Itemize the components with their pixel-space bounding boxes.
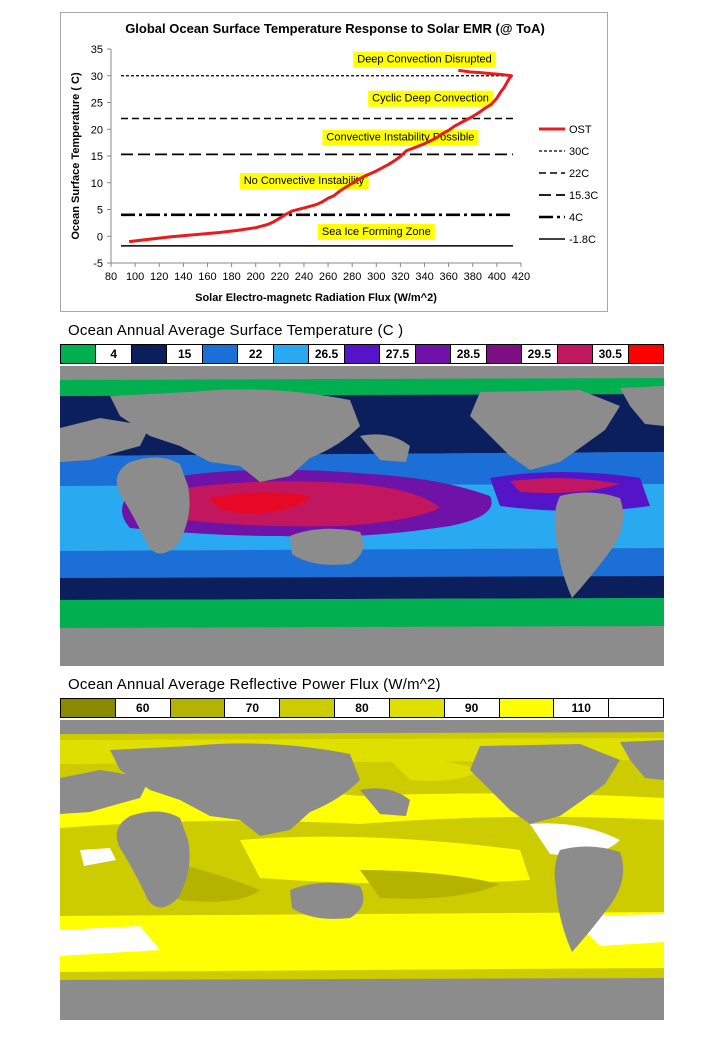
temperature-response-chart: Global Ocean Surface Temperature Respons… (60, 12, 608, 312)
x-tick-label: 420 (512, 271, 530, 283)
x-tick-label: 200 (247, 271, 265, 283)
zone-annotation-bg (322, 129, 479, 146)
flux-legend-label: 70 (225, 699, 281, 717)
zone-annotation-bg (353, 51, 496, 68)
x-tick-label: 400 (488, 271, 506, 283)
y-axis-title: Ocean Surface Temperature ( C) (70, 72, 82, 240)
x-tick-label: 80 (105, 271, 117, 283)
temp-map (60, 366, 664, 666)
legend-label: 30C (569, 146, 589, 158)
flux-map-image (60, 720, 664, 1020)
x-tick-label: 380 (464, 271, 482, 283)
temp-legend-swatch (344, 345, 381, 363)
zone-annotation: Deep Convection Disrupted (357, 54, 492, 66)
zone-annotation-bg (368, 90, 493, 107)
x-tick-label: 100 (126, 271, 144, 283)
temp-legend-label: 29.5 (522, 345, 558, 363)
flux-map-legend: 60 70 80 90 110 (60, 698, 664, 718)
flux-legend-label: 60 (115, 699, 171, 717)
flux-legend-swatch (280, 699, 336, 717)
y-tick-label: -5 (93, 258, 103, 270)
y-tick-label: 15 (91, 151, 103, 163)
zone-annotation: Sea Ice Forming Zone (322, 226, 431, 238)
zone-annotation-bg (239, 173, 369, 190)
y-tick-label: 0 (97, 231, 103, 243)
flux-legend-label: 90 (444, 699, 500, 717)
y-tick-label: 25 (91, 98, 103, 110)
temp-legend-swatch (628, 345, 663, 363)
flux-legend-swatch (609, 699, 663, 717)
x-tick-label: 120 (150, 271, 168, 283)
y-tick-label: 5 (97, 205, 103, 217)
temp-legend-label: 28.5 (451, 345, 487, 363)
x-tick-label: 140 (174, 271, 192, 283)
y-tick-label: 35 (91, 44, 103, 56)
temp-legend-swatch (415, 345, 452, 363)
temp-legend-swatch (557, 345, 594, 363)
temp-legend-swatch (61, 345, 97, 363)
y-tick-label: 20 (91, 124, 103, 136)
temp-legend-label: 4 (96, 345, 132, 363)
temp-legend-label: 15 (167, 345, 203, 363)
legend-label: -1.8C (569, 234, 596, 246)
x-axis-title: Solar Electro-magnetc Radiation Flux (W/… (195, 292, 437, 304)
temp-legend-swatch (131, 345, 168, 363)
temp-map-legend: 4 15 22 26.5 27.5 28.5 29.5 30.5 (60, 344, 664, 364)
ost-series-line (128, 68, 513, 244)
flux-legend-label: 110 (554, 699, 610, 717)
x-tick-label: 240 (295, 271, 313, 283)
flux-legend-swatch (170, 699, 226, 717)
temp-legend-swatch (273, 345, 310, 363)
flux-legend-swatch (389, 699, 445, 717)
x-tick-label: 220 (271, 271, 289, 283)
x-tick-label: 180 (222, 271, 240, 283)
x-tick-label: 320 (391, 271, 409, 283)
x-tick-label: 340 (415, 271, 433, 283)
y-tick-label: 10 (91, 178, 103, 190)
y-tick-label: 30 (91, 71, 103, 83)
temp-map-title: Ocean Annual Average Surface Temperature… (68, 322, 404, 339)
x-tick-label: 360 (439, 271, 457, 283)
flux-legend-swatch (499, 699, 555, 717)
chart-title: Global Ocean Surface Temperature Respons… (125, 21, 545, 36)
x-tick-label: 260 (319, 271, 337, 283)
temp-legend-label: 30.5 (593, 345, 629, 363)
flux-legend-swatch (61, 699, 116, 717)
temp-map-image (60, 366, 664, 666)
zone-annotation: Convective Instability Possible (326, 132, 474, 144)
zone-annotation-bg (317, 223, 435, 240)
legend-label: 4C (569, 212, 583, 224)
temp-legend-swatch (202, 345, 239, 363)
temp-legend-label: 27.5 (380, 345, 416, 363)
temp-legend-swatch (486, 345, 523, 363)
legend-label: 22C (569, 168, 589, 180)
flux-legend-label: 80 (335, 699, 390, 717)
x-tick-label: 300 (367, 271, 385, 283)
zone-annotation: No Convective Instability (244, 175, 365, 187)
flux-map (60, 720, 664, 1020)
flux-map-title: Ocean Annual Average Reflective Power Fl… (68, 676, 441, 693)
zone-annotation: Cyclic Deep Convection (372, 93, 489, 105)
legend-ost-label: OST (569, 124, 592, 136)
chart-canvas: Global Ocean Surface Temperature Respons… (70, 21, 598, 304)
temp-legend-label: 26.5 (309, 345, 345, 363)
x-tick-label: 280 (343, 271, 361, 283)
temp-legend-label: 22 (238, 345, 274, 363)
legend-label: 15.3C (569, 190, 598, 202)
x-tick-label: 160 (198, 271, 216, 283)
